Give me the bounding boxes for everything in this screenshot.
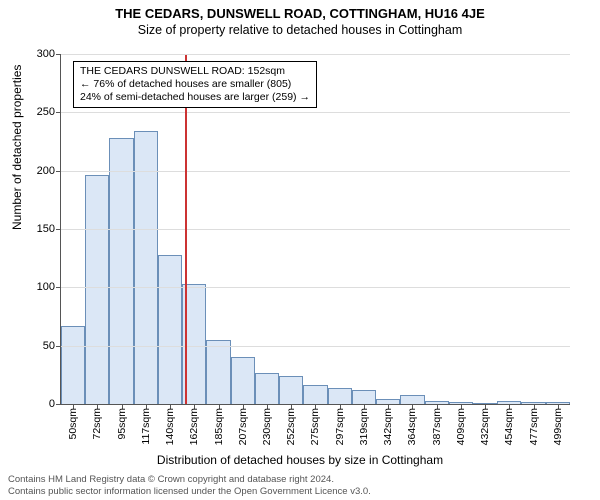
bar (255, 373, 279, 404)
annotation-box: THE CEDARS DUNSWELL ROAD: 152sqm ← 76% o… (73, 61, 317, 108)
x-tick-label: 230sqm (261, 408, 273, 445)
gridline (61, 112, 570, 113)
bar (61, 326, 85, 404)
x-tick-label: 95sqm (116, 408, 128, 440)
x-tick-label: 140sqm (164, 408, 176, 445)
bar (158, 255, 182, 404)
x-tick-label: 499sqm (552, 408, 564, 445)
plot-area: 50sqm72sqm95sqm117sqm140sqm162sqm185sqm2… (60, 55, 570, 405)
y-tick-label: 150 (37, 223, 55, 235)
y-tick-label: 100 (37, 281, 55, 293)
y-axis-label: Number of detached properties (10, 65, 24, 230)
x-tick-label: 275sqm (309, 408, 321, 445)
bar (400, 395, 424, 404)
x-axis-label: Distribution of detached houses by size … (0, 453, 600, 467)
footer-line2: Contains public sector information licen… (8, 486, 371, 498)
gridline (61, 229, 570, 230)
x-tick-label: 117sqm (140, 408, 152, 445)
y-tick-mark (56, 404, 61, 405)
x-tick-label: 364sqm (406, 408, 418, 445)
x-tick-label: 454sqm (503, 408, 515, 445)
x-tick-label: 185sqm (213, 408, 225, 445)
annotation-line2: ← 76% of detached houses are smaller (80… (80, 78, 310, 91)
x-tick-label: 387sqm (431, 408, 443, 445)
x-tick-label: 319sqm (358, 408, 370, 445)
x-tick-label: 432sqm (479, 408, 491, 445)
bar (328, 388, 352, 404)
annotation-line3: 24% of semi-detached houses are larger (… (80, 91, 310, 104)
gridline (61, 54, 570, 55)
chart-container: THE CEDARS, DUNSWELL ROAD, COTTINGHAM, H… (0, 0, 600, 500)
y-tick-label: 250 (37, 106, 55, 118)
x-tick-label: 50sqm (67, 408, 79, 440)
x-tick-label: 252sqm (285, 408, 297, 445)
y-tick-mark (56, 346, 61, 347)
x-tick-label: 162sqm (188, 408, 200, 445)
x-tick-label: 477sqm (528, 408, 540, 445)
footer-line1: Contains HM Land Registry data © Crown c… (8, 474, 371, 486)
y-tick-label: 50 (43, 340, 55, 352)
bar (85, 175, 109, 404)
gridline (61, 171, 570, 172)
bar (206, 340, 230, 404)
x-tick-label: 342sqm (382, 408, 394, 445)
chart-subtitle: Size of property relative to detached ho… (0, 21, 600, 37)
x-tick-label: 72sqm (91, 408, 103, 440)
y-tick-label: 200 (37, 165, 55, 177)
y-tick-label: 0 (49, 398, 55, 410)
bar (279, 376, 303, 404)
x-tick-label: 207sqm (237, 408, 249, 445)
bar (109, 138, 133, 404)
x-tick-label: 297sqm (334, 408, 346, 445)
gridline (61, 346, 570, 347)
chart-title: THE CEDARS, DUNSWELL ROAD, COTTINGHAM, H… (0, 0, 600, 21)
y-tick-mark (56, 229, 61, 230)
y-tick-mark (56, 171, 61, 172)
bar (352, 390, 376, 404)
annotation-line1: THE CEDARS DUNSWELL ROAD: 152sqm (80, 65, 310, 78)
gridline (61, 287, 570, 288)
bar (231, 357, 255, 404)
x-tick-label: 409sqm (455, 408, 467, 445)
footer-attribution: Contains HM Land Registry data © Crown c… (8, 474, 371, 498)
y-tick-mark (56, 112, 61, 113)
y-tick-mark (56, 287, 61, 288)
y-tick-label: 300 (37, 48, 55, 60)
bar (303, 385, 327, 404)
y-tick-mark (56, 54, 61, 55)
